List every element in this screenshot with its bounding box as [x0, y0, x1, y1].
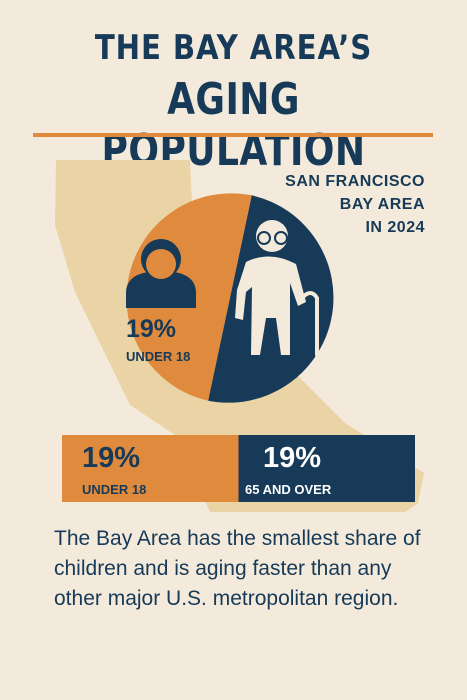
title-line-1: THE BAY AREA’S: [94, 28, 373, 68]
body-text: The Bay Area has the smallest share of c…: [54, 527, 421, 610]
bar-segment-65-and-over: [238, 435, 415, 502]
bar-label-65-over: 65 AND OVER: [245, 482, 332, 497]
bar-label-65-over-value: 19%: [263, 442, 322, 474]
child-icon: [126, 239, 196, 308]
title-divider: [33, 133, 433, 137]
region-line-2: BAY AREA: [339, 196, 425, 213]
pie-data-label-category: UNDER 18: [126, 349, 191, 364]
region-line-3: IN 2024: [365, 219, 425, 236]
pie-data-label-value: 19%: [126, 315, 177, 343]
bar-label-under-18-value: 19%: [82, 442, 141, 474]
region-line-1: SAN FRANCISCO: [285, 173, 425, 190]
region-label: SAN FRANCISCO BAY AREA IN 2024: [225, 170, 425, 239]
bar-label-under-18: UNDER 18: [82, 482, 147, 497]
bar-segment-under-18: [62, 435, 239, 502]
elderly-person-icon: [235, 220, 319, 357]
